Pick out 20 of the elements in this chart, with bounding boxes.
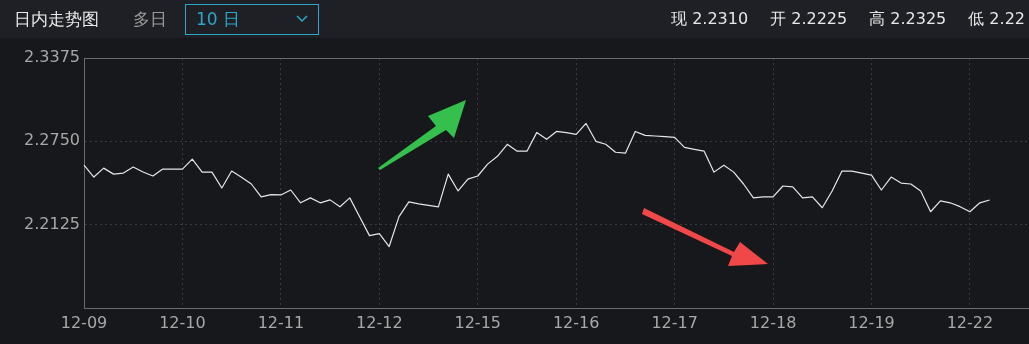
y-tick-label: 2.2750 [24,130,80,150]
y-tick-label: 2.3375 [24,47,80,67]
x-tick-label: 12-15 [454,312,501,332]
chart-title: 日内走势图 [14,7,99,31]
x-tick-label: 12-17 [651,312,698,332]
x-tick-label: 12-16 [552,312,600,332]
text: 高 2.2325 [869,9,947,28]
x-tick-label: 12-19 [848,312,895,332]
text: 开 2.2225 [770,9,848,28]
x-tick-label: 12-10 [159,312,206,332]
x-tick-label: 12-18 [749,312,797,332]
x-tick-label: 12-22 [946,312,994,332]
text: 低 2.22 [968,9,1025,28]
x-tick-label: 12-09 [60,312,108,332]
text: 现 2.2310 [671,9,749,28]
text: 多日 [133,7,167,31]
x-tick-label: 12-11 [257,312,305,332]
y-tick-label: 2.2125 [24,213,80,233]
text: 10 日 [196,7,241,31]
x-tick-label: 12-12 [356,312,403,332]
